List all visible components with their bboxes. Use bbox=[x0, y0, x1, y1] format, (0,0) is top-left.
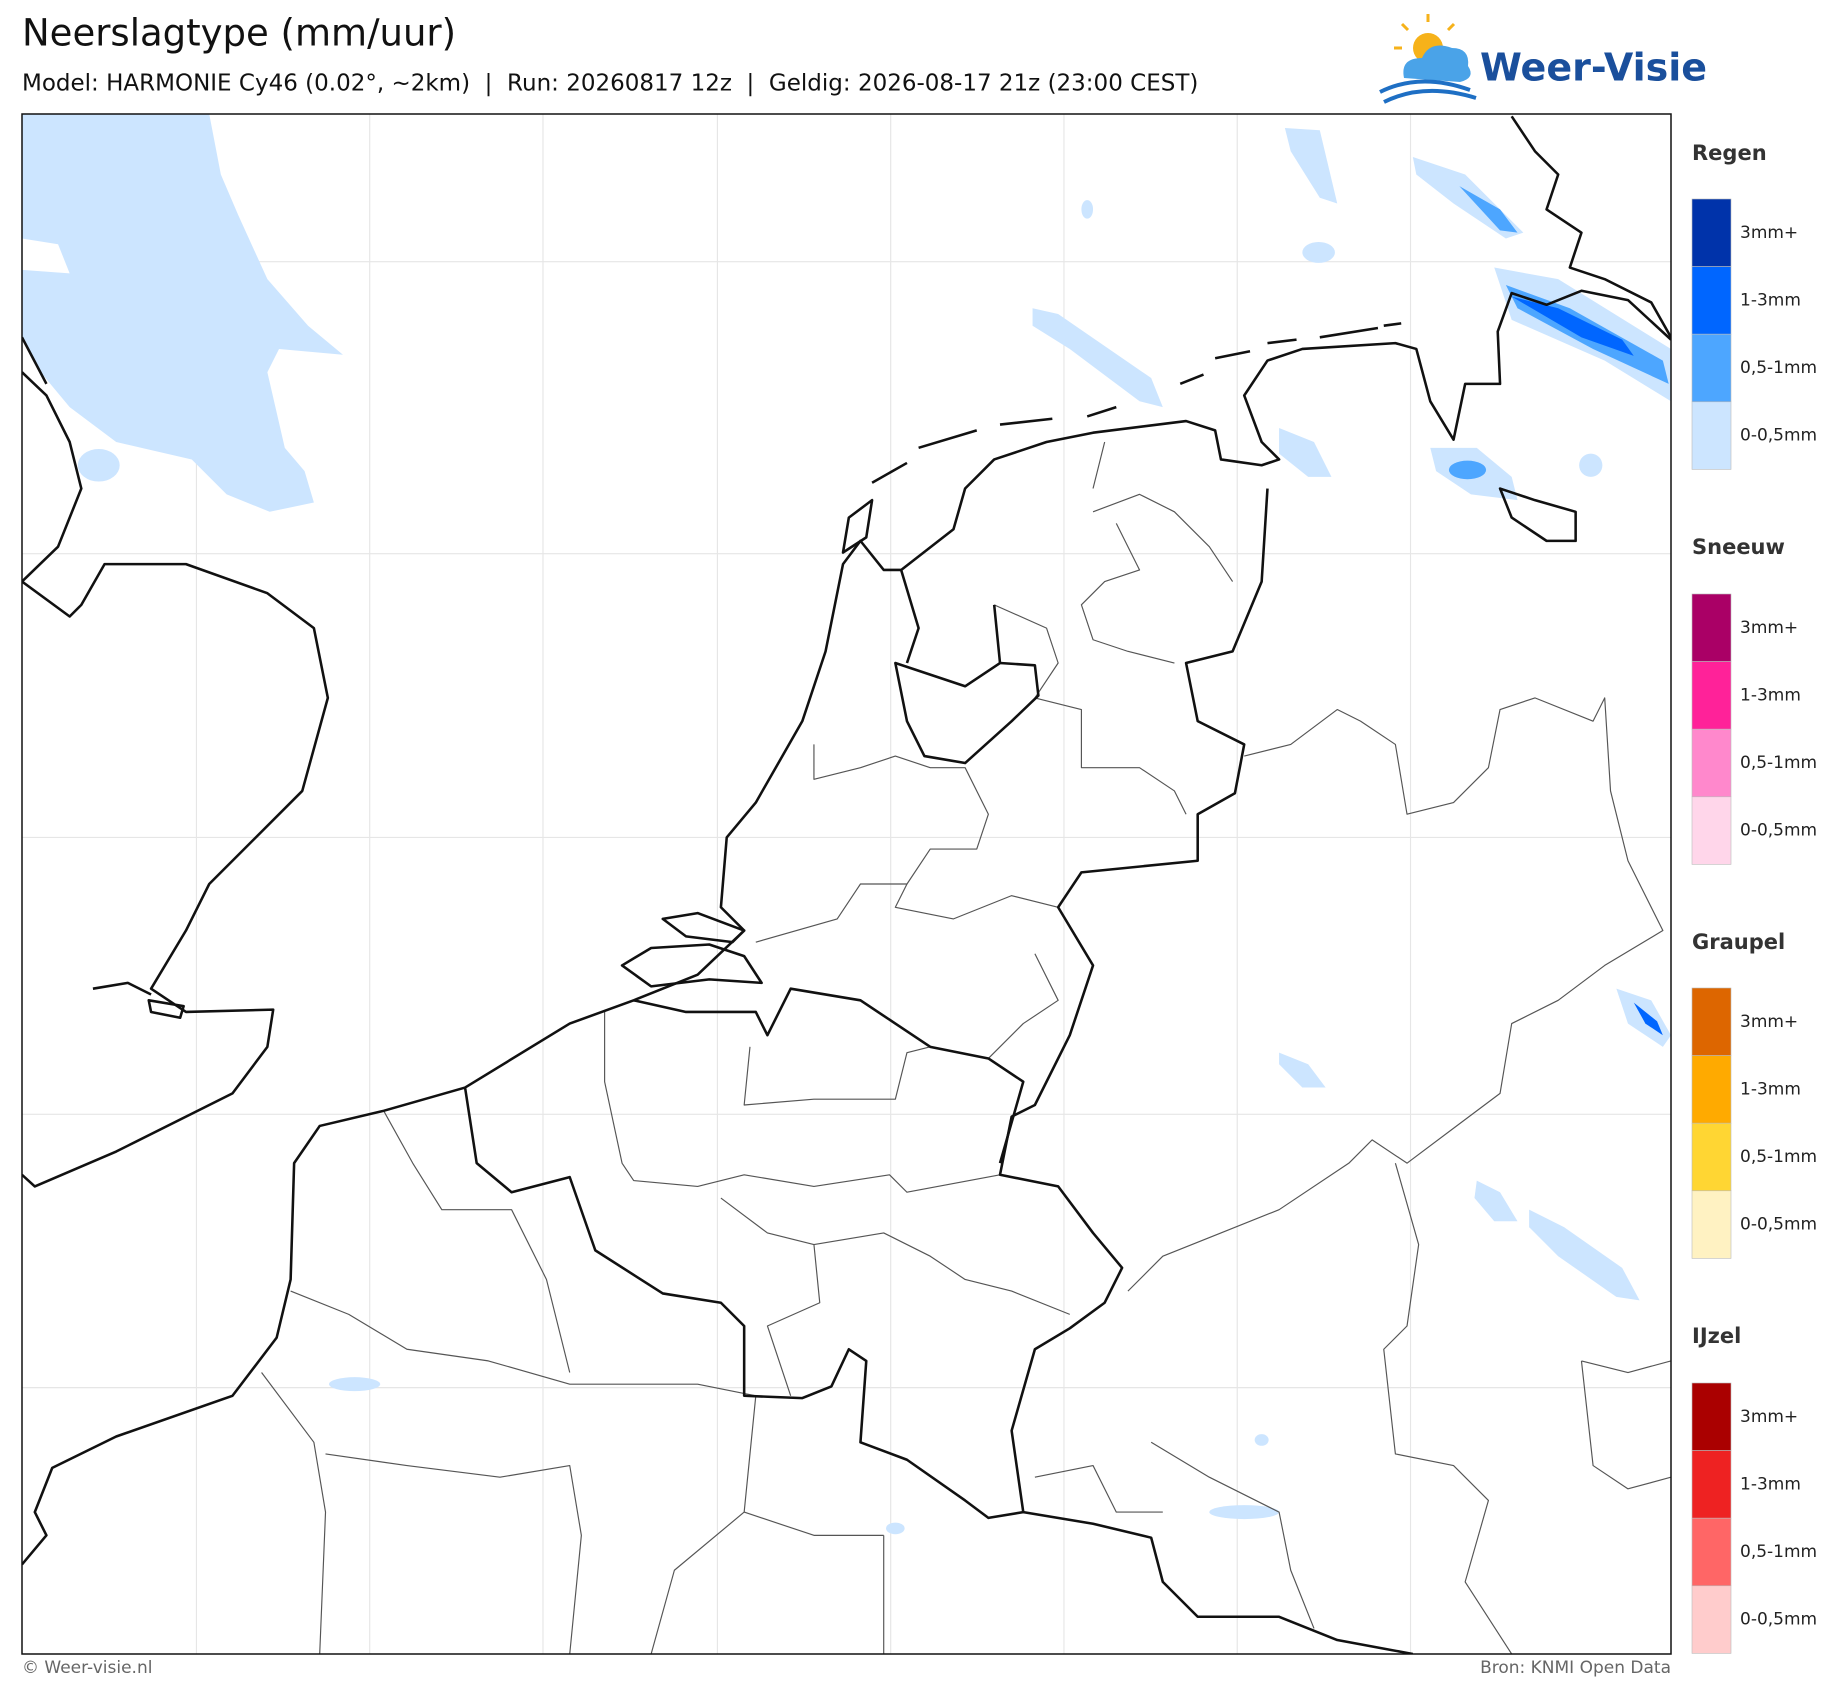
subtitle: Model: HARMONIE Cy46 (0.02°, ~2km) | Run… bbox=[22, 71, 1198, 97]
legend-swatch bbox=[1691, 1190, 1732, 1259]
source: Bron: KNMI Open Data bbox=[1480, 1658, 1671, 1678]
borders bbox=[261, 441, 1671, 1654]
legend-swatch bbox=[1691, 987, 1732, 1056]
legend-title: Regen bbox=[1692, 141, 1767, 165]
legend-swatch bbox=[1691, 661, 1732, 730]
legend-label: 0,5-1mm bbox=[1740, 1542, 1817, 1562]
legend-label: 3mm+ bbox=[1740, 223, 1798, 243]
legend-title: Graupel bbox=[1692, 930, 1785, 954]
legend-label: 3mm+ bbox=[1740, 618, 1798, 638]
coastlines bbox=[22, 115, 1671, 1654]
title: Neerslagtype (mm/uur) bbox=[22, 12, 456, 55]
legend-swatch bbox=[1691, 1122, 1732, 1192]
legend-swatch bbox=[1691, 796, 1732, 865]
legend-swatch bbox=[1691, 1450, 1732, 1519]
legend-label: 0,5-1mm bbox=[1740, 358, 1817, 378]
legend-swatch bbox=[1691, 1517, 1732, 1587]
legend-label: 0-0,5mm bbox=[1740, 1610, 1817, 1630]
legend-swatch bbox=[1691, 198, 1732, 267]
legend-swatch bbox=[1691, 401, 1732, 470]
legend-label: 3mm+ bbox=[1740, 1012, 1798, 1032]
map-frame bbox=[21, 113, 1672, 1655]
legend-label: 1-3mm bbox=[1740, 1474, 1801, 1494]
legend-label: 0-0,5mm bbox=[1740, 426, 1817, 446]
legend-label: 0-0,5mm bbox=[1740, 1215, 1817, 1235]
legend-swatch bbox=[1691, 593, 1732, 662]
legend-swatch bbox=[1691, 728, 1732, 798]
logo: Weer-Visie bbox=[1379, 14, 1707, 104]
legend-label: 3mm+ bbox=[1740, 1407, 1798, 1427]
legend-label: 1-3mm bbox=[1740, 290, 1801, 310]
map bbox=[21, 113, 1672, 1655]
credit: © Weer-visie.nl bbox=[22, 1658, 152, 1678]
legend-label: 0-0,5mm bbox=[1740, 821, 1817, 841]
legend-swatch bbox=[1691, 266, 1732, 335]
legend-title: Sneeuw bbox=[1692, 535, 1785, 559]
legend-swatch bbox=[1691, 1585, 1732, 1654]
legend-swatch bbox=[1691, 1382, 1732, 1451]
legend-title: IJzel bbox=[1692, 1324, 1741, 1348]
legend: Regen 3mm+ 1-3mm 0,5-1mm 0-0,5mm Sneeuw 3mm+ 1-… bbox=[1691, 141, 1817, 1654]
legend-label: 1-3mm bbox=[1740, 685, 1801, 705]
legend-label: 0,5-1mm bbox=[1740, 753, 1817, 773]
legend-label: 0,5-1mm bbox=[1740, 1147, 1817, 1167]
legend-label: 1-3mm bbox=[1740, 1079, 1801, 1099]
precipitation bbox=[22, 114, 1671, 1535]
legend-swatch bbox=[1691, 333, 1732, 403]
legend-swatch bbox=[1691, 1055, 1732, 1124]
logo-text: Weer-Visie bbox=[1480, 46, 1707, 90]
